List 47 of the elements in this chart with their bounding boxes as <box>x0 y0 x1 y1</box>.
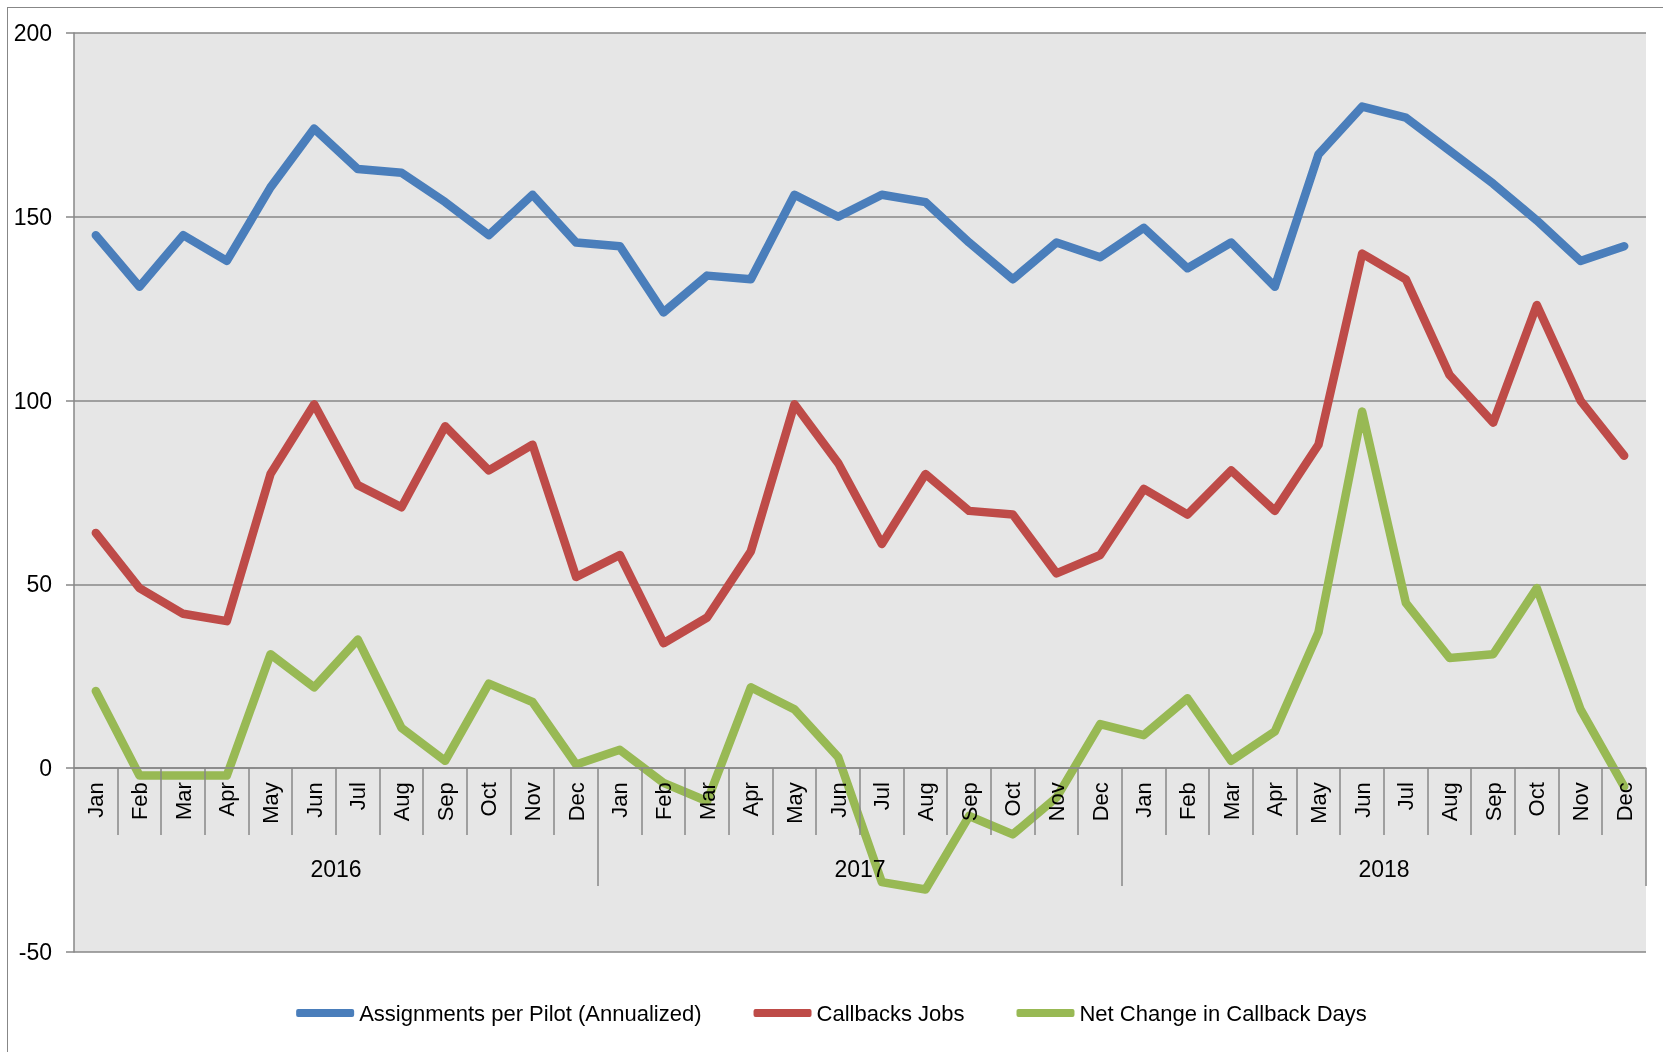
x-tick-label: Apr <box>214 782 240 817</box>
x-tick-label: Jun <box>301 782 327 818</box>
x-tick-label: Dec <box>1611 782 1637 822</box>
legend-label: Callbacks Jobs <box>816 1000 965 1026</box>
x-tick-label: Sep <box>956 782 982 822</box>
x-tick-label: Dec <box>563 782 589 822</box>
x-tick-label: May <box>258 782 283 824</box>
x-tick-label: May <box>782 782 807 824</box>
x-tick-label: Aug <box>1437 782 1462 822</box>
x-tick-label: Oct <box>1524 782 1550 817</box>
x-tick-label: Mar <box>694 782 720 821</box>
x-tick-label: Feb <box>1175 782 1200 821</box>
x-tick-label: Jun <box>1349 782 1375 818</box>
annotation: 2018 <box>1358 855 1410 882</box>
x-tick-label: Mar <box>1218 782 1244 821</box>
x-tick-label: Jan <box>607 782 633 818</box>
x-tick-label: Sep <box>1480 782 1506 822</box>
y-tick-label: 50 <box>26 571 52 598</box>
x-tick-label: Nov <box>1568 782 1593 822</box>
x-tick-label: Jul <box>869 782 895 811</box>
x-tick-label: Sep <box>432 782 458 822</box>
y-tick-label: 150 <box>13 203 52 230</box>
y-tick-label: 200 <box>13 20 52 46</box>
x-tick-label: Jun <box>825 782 851 818</box>
legend-label: Net Change in Callback Days <box>1079 1000 1367 1026</box>
x-tick-label: Oct <box>476 782 502 817</box>
legend-label: Assignments per Pilot (Annualized) <box>359 1000 702 1026</box>
y-tick-label: 100 <box>13 387 52 414</box>
x-tick-label: Jan <box>83 782 109 818</box>
x-tick-label: Aug <box>913 782 938 822</box>
x-tick-label: Nov <box>520 782 545 822</box>
x-tick-label: Jan <box>1131 782 1157 818</box>
x-tick-label: Oct <box>1000 782 1026 817</box>
x-tick-label: Apr <box>1262 782 1288 817</box>
x-tick-label: Jul <box>345 782 371 811</box>
x-tick-label: Aug <box>389 782 414 822</box>
x-tick-label: Nov <box>1044 782 1069 822</box>
x-tick-label: Dec <box>1087 782 1113 822</box>
x-tick-label: Apr <box>738 782 764 817</box>
x-tick-label: Mar <box>170 782 196 821</box>
x-tick-label: Feb <box>651 782 676 821</box>
annotation: 2016 <box>310 855 362 882</box>
y-tick-label: -50 <box>18 939 52 965</box>
y-tick-label: 0 <box>39 755 52 782</box>
x-tick-label: Feb <box>127 782 152 821</box>
x-tick-label: Jul <box>1393 782 1419 811</box>
x-tick-label: May <box>1306 782 1331 824</box>
